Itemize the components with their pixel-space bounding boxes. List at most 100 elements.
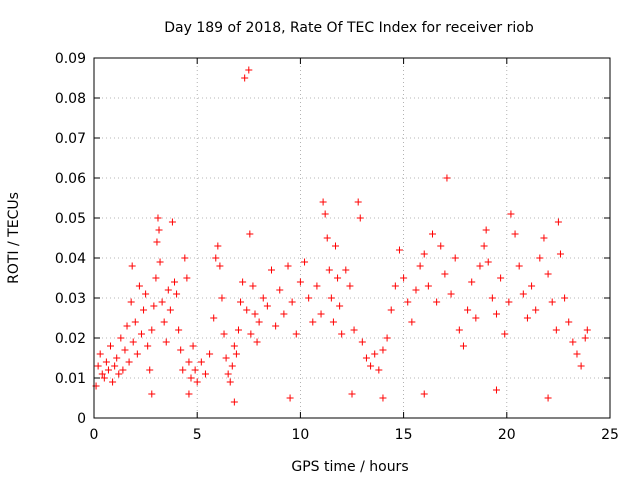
data-point bbox=[358, 338, 366, 346]
data-point bbox=[280, 310, 288, 318]
data-point bbox=[100, 374, 108, 382]
data-point bbox=[94, 362, 102, 370]
data-point bbox=[292, 330, 300, 338]
data-point bbox=[125, 358, 133, 366]
data-point bbox=[354, 198, 362, 206]
data-point bbox=[210, 314, 218, 322]
data-point bbox=[128, 262, 136, 270]
data-point bbox=[443, 174, 451, 182]
y-tick-label: 0.09 bbox=[55, 51, 86, 67]
data-point bbox=[420, 390, 428, 398]
data-point bbox=[476, 262, 484, 270]
data-point bbox=[391, 282, 399, 290]
data-point bbox=[133, 350, 141, 358]
data-point bbox=[455, 326, 463, 334]
data-point bbox=[305, 294, 313, 302]
data-point bbox=[350, 326, 358, 334]
y-axis-ticks: 0 0.01 0.02 0.03 0.04 0.05 0.06 0.07 0.08 0.09 bbox=[55, 51, 610, 427]
y-axis-label: ROTI / TECUs bbox=[6, 192, 22, 284]
data-point bbox=[556, 250, 564, 258]
data-point bbox=[173, 290, 181, 298]
data-point bbox=[164, 286, 172, 294]
data-point bbox=[334, 274, 342, 282]
data-point bbox=[581, 334, 589, 342]
x-tick-label: 20 bbox=[498, 427, 516, 443]
data-point bbox=[447, 290, 455, 298]
data-point bbox=[246, 230, 254, 238]
data-point bbox=[268, 266, 276, 274]
data-point bbox=[276, 286, 284, 294]
data-point bbox=[259, 294, 267, 302]
data-point bbox=[148, 390, 156, 398]
y-tick-label: 0.02 bbox=[55, 331, 86, 347]
data-point bbox=[135, 282, 143, 290]
data-point bbox=[338, 330, 346, 338]
data-point bbox=[379, 346, 387, 354]
data-point bbox=[156, 258, 164, 266]
data-point bbox=[179, 366, 187, 374]
data-point bbox=[127, 298, 135, 306]
data-point bbox=[492, 386, 500, 394]
data-point bbox=[412, 286, 420, 294]
data-point bbox=[554, 218, 562, 226]
data-point bbox=[241, 74, 249, 82]
data-point bbox=[107, 342, 115, 350]
data-point bbox=[193, 378, 201, 386]
data-point bbox=[459, 342, 467, 350]
data-point bbox=[540, 234, 548, 242]
data-point bbox=[189, 342, 197, 350]
x-tick-label: 10 bbox=[291, 427, 309, 443]
data-point bbox=[224, 370, 232, 378]
data-point bbox=[356, 214, 364, 222]
data-point bbox=[301, 258, 309, 266]
data-point bbox=[144, 342, 152, 350]
data-point bbox=[239, 278, 247, 286]
data-point bbox=[492, 310, 500, 318]
data-point bbox=[230, 398, 238, 406]
data-point bbox=[464, 306, 472, 314]
x-tick-label: 25 bbox=[601, 427, 619, 443]
data-point bbox=[206, 350, 214, 358]
y-tick-label: 0.06 bbox=[55, 171, 86, 187]
data-point bbox=[342, 266, 350, 274]
data-point bbox=[96, 350, 104, 358]
data-point bbox=[251, 310, 259, 318]
x-tick-label: 15 bbox=[395, 427, 413, 443]
data-point bbox=[197, 358, 205, 366]
data-point bbox=[371, 350, 379, 358]
data-point bbox=[317, 310, 325, 318]
data-point bbox=[201, 370, 209, 378]
data-point bbox=[220, 330, 228, 338]
data-point bbox=[237, 298, 245, 306]
data-point bbox=[119, 366, 127, 374]
data-point bbox=[234, 326, 242, 334]
x-axis-ticks: 0 5 10 15 20 25 bbox=[90, 58, 619, 443]
data-point bbox=[488, 294, 496, 302]
data-point bbox=[552, 326, 560, 334]
data-point bbox=[218, 294, 226, 302]
data-point bbox=[309, 318, 317, 326]
data-point bbox=[501, 330, 509, 338]
data-point bbox=[263, 302, 271, 310]
data-point bbox=[155, 226, 163, 234]
data-point bbox=[272, 322, 280, 330]
data-point bbox=[214, 242, 222, 250]
data-point bbox=[137, 330, 145, 338]
y-tick-label: 0.08 bbox=[55, 91, 86, 107]
data-point bbox=[569, 338, 577, 346]
data-point bbox=[160, 318, 168, 326]
data-point bbox=[284, 262, 292, 270]
data-point bbox=[228, 362, 236, 370]
data-point bbox=[123, 322, 131, 330]
data-point bbox=[191, 366, 199, 374]
data-point bbox=[104, 366, 112, 374]
data-point bbox=[181, 254, 189, 262]
data-point bbox=[168, 218, 176, 226]
data-point bbox=[142, 290, 150, 298]
data-point bbox=[544, 270, 552, 278]
data-point bbox=[247, 330, 255, 338]
data-point bbox=[216, 262, 224, 270]
data-point bbox=[561, 294, 569, 302]
y-tick-label: 0.07 bbox=[55, 131, 86, 147]
data-point bbox=[428, 230, 436, 238]
